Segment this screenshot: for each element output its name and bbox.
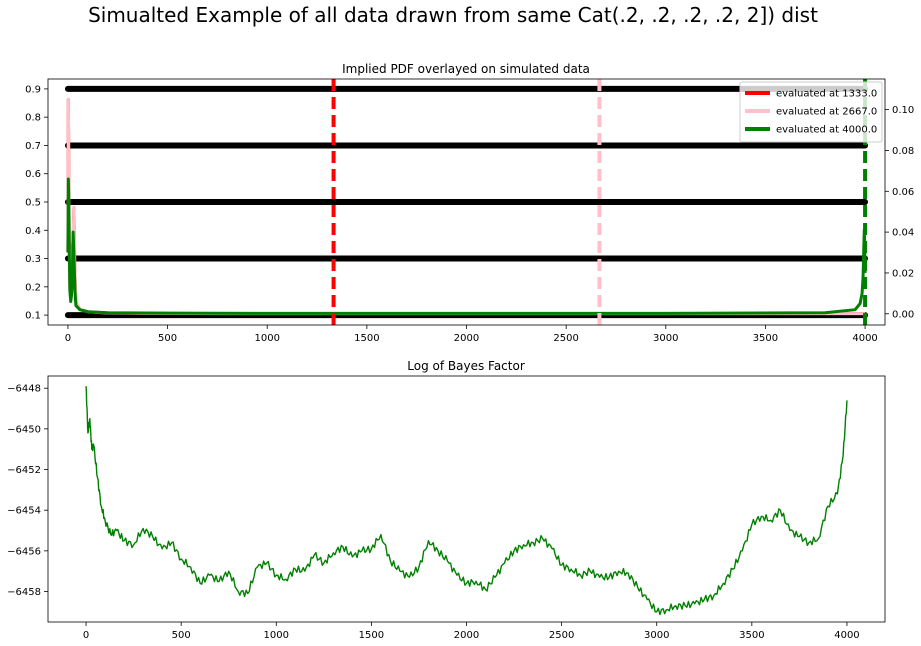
bottom-y-tick-label: −6454 [7, 506, 41, 517]
bottom-x-tick-label: 500 [172, 630, 191, 641]
top-y-tick-label: 0.3 [25, 254, 41, 265]
top-plot-area [64, 79, 869, 325]
top-y-tick-label: 0.1 [25, 311, 41, 322]
legend-box [739, 81, 883, 143]
bottom-x-tick-label: 2500 [549, 630, 574, 641]
legend-label-0: evaluated at 1333.0 [776, 89, 877, 100]
top-axes-frame [47, 78, 886, 326]
bottom-subplot: Log of Bayes Factor 0 500 1000 1500 2000 2500… [7, 359, 886, 641]
legend-label-2: evaluated at 4000.0 [776, 125, 877, 136]
bottom-plot-area [85, 386, 848, 616]
top-y-tick-label: 0.4 [25, 226, 41, 237]
top-y2-tick-label: 0.06 [892, 187, 914, 198]
bottom-y-tick-label: −6450 [7, 424, 41, 435]
top-y2-tick-label: 0.04 [892, 228, 914, 239]
top-x-tick-label: 1000 [254, 333, 279, 344]
top-y-tick-label: 0.9 [25, 84, 41, 95]
top-y-tick-label: 0.6 [25, 169, 41, 180]
bottom-x-tick-label: 3000 [644, 630, 669, 641]
top-x-tick-label: 2000 [454, 333, 479, 344]
top-x-tick-label: 3500 [753, 333, 778, 344]
top-y2-tick-label: 0.00 [892, 309, 914, 320]
pdf-line-series-2 [66, 177, 867, 315]
top-y-tick-label: 0.7 [25, 141, 41, 152]
bayes-factor-line [85, 386, 848, 616]
top-plot-title: Implied PDF overlayed on simulated data [342, 62, 590, 76]
bottom-y-tick-label: −6448 [7, 384, 41, 395]
bottom-y-tick-label: −6456 [7, 546, 41, 557]
top-x-tick-label: 2500 [553, 333, 578, 344]
top-legend: evaluated at 1333.0 evaluated at 2667.0 ev… [739, 81, 883, 143]
bottom-x-tick-label: 2000 [454, 630, 479, 641]
top-x-tick-label: 0 [65, 333, 71, 344]
bottom-y-tick-label: −6452 [7, 465, 41, 476]
bottom-x-tick-label: 3500 [739, 630, 764, 641]
legend-label-1: evaluated at 2667.0 [776, 107, 877, 118]
bottom-x-tick-label: 1500 [359, 630, 384, 641]
bottom-x-tick-label: 1000 [264, 630, 289, 641]
bottom-x-tick-label: 4000 [834, 630, 859, 641]
top-axis-ticks: 0 500 1000 1500 2000 2500 3000 3500 4000 0.1 0.2 0.… [25, 84, 914, 344]
top-y2-tick-label: 0.10 [892, 105, 914, 116]
top-y2-tick-label: 0.08 [892, 146, 914, 157]
bottom-axes-frame [47, 375, 886, 623]
top-subplot: Implied PDF overlayed on simulated data … [25, 62, 914, 344]
top-y2-tick-label: 0.02 [892, 268, 914, 279]
figure-suptitle: Simualted Example of all data drawn from… [88, 3, 818, 27]
top-x-tick-label: 1500 [354, 333, 379, 344]
top-x-tick-label: 4000 [852, 333, 877, 344]
top-x-tick-label: 3000 [653, 333, 678, 344]
top-x-tick-label: 500 [158, 333, 177, 344]
bottom-axis-ticks: 0 500 1000 1500 2000 2500 3000 3500 4000 −6448 −64… [7, 384, 860, 641]
top-y-tick-label: 0.2 [25, 282, 41, 293]
top-y-tick-label: 0.5 [25, 198, 41, 209]
bottom-plot-title: Log of Bayes Factor [407, 359, 525, 373]
top-y-tick-label: 0.8 [25, 113, 41, 124]
bottom-x-tick-label: 0 [83, 630, 89, 641]
bottom-y-tick-label: −6458 [7, 587, 41, 598]
